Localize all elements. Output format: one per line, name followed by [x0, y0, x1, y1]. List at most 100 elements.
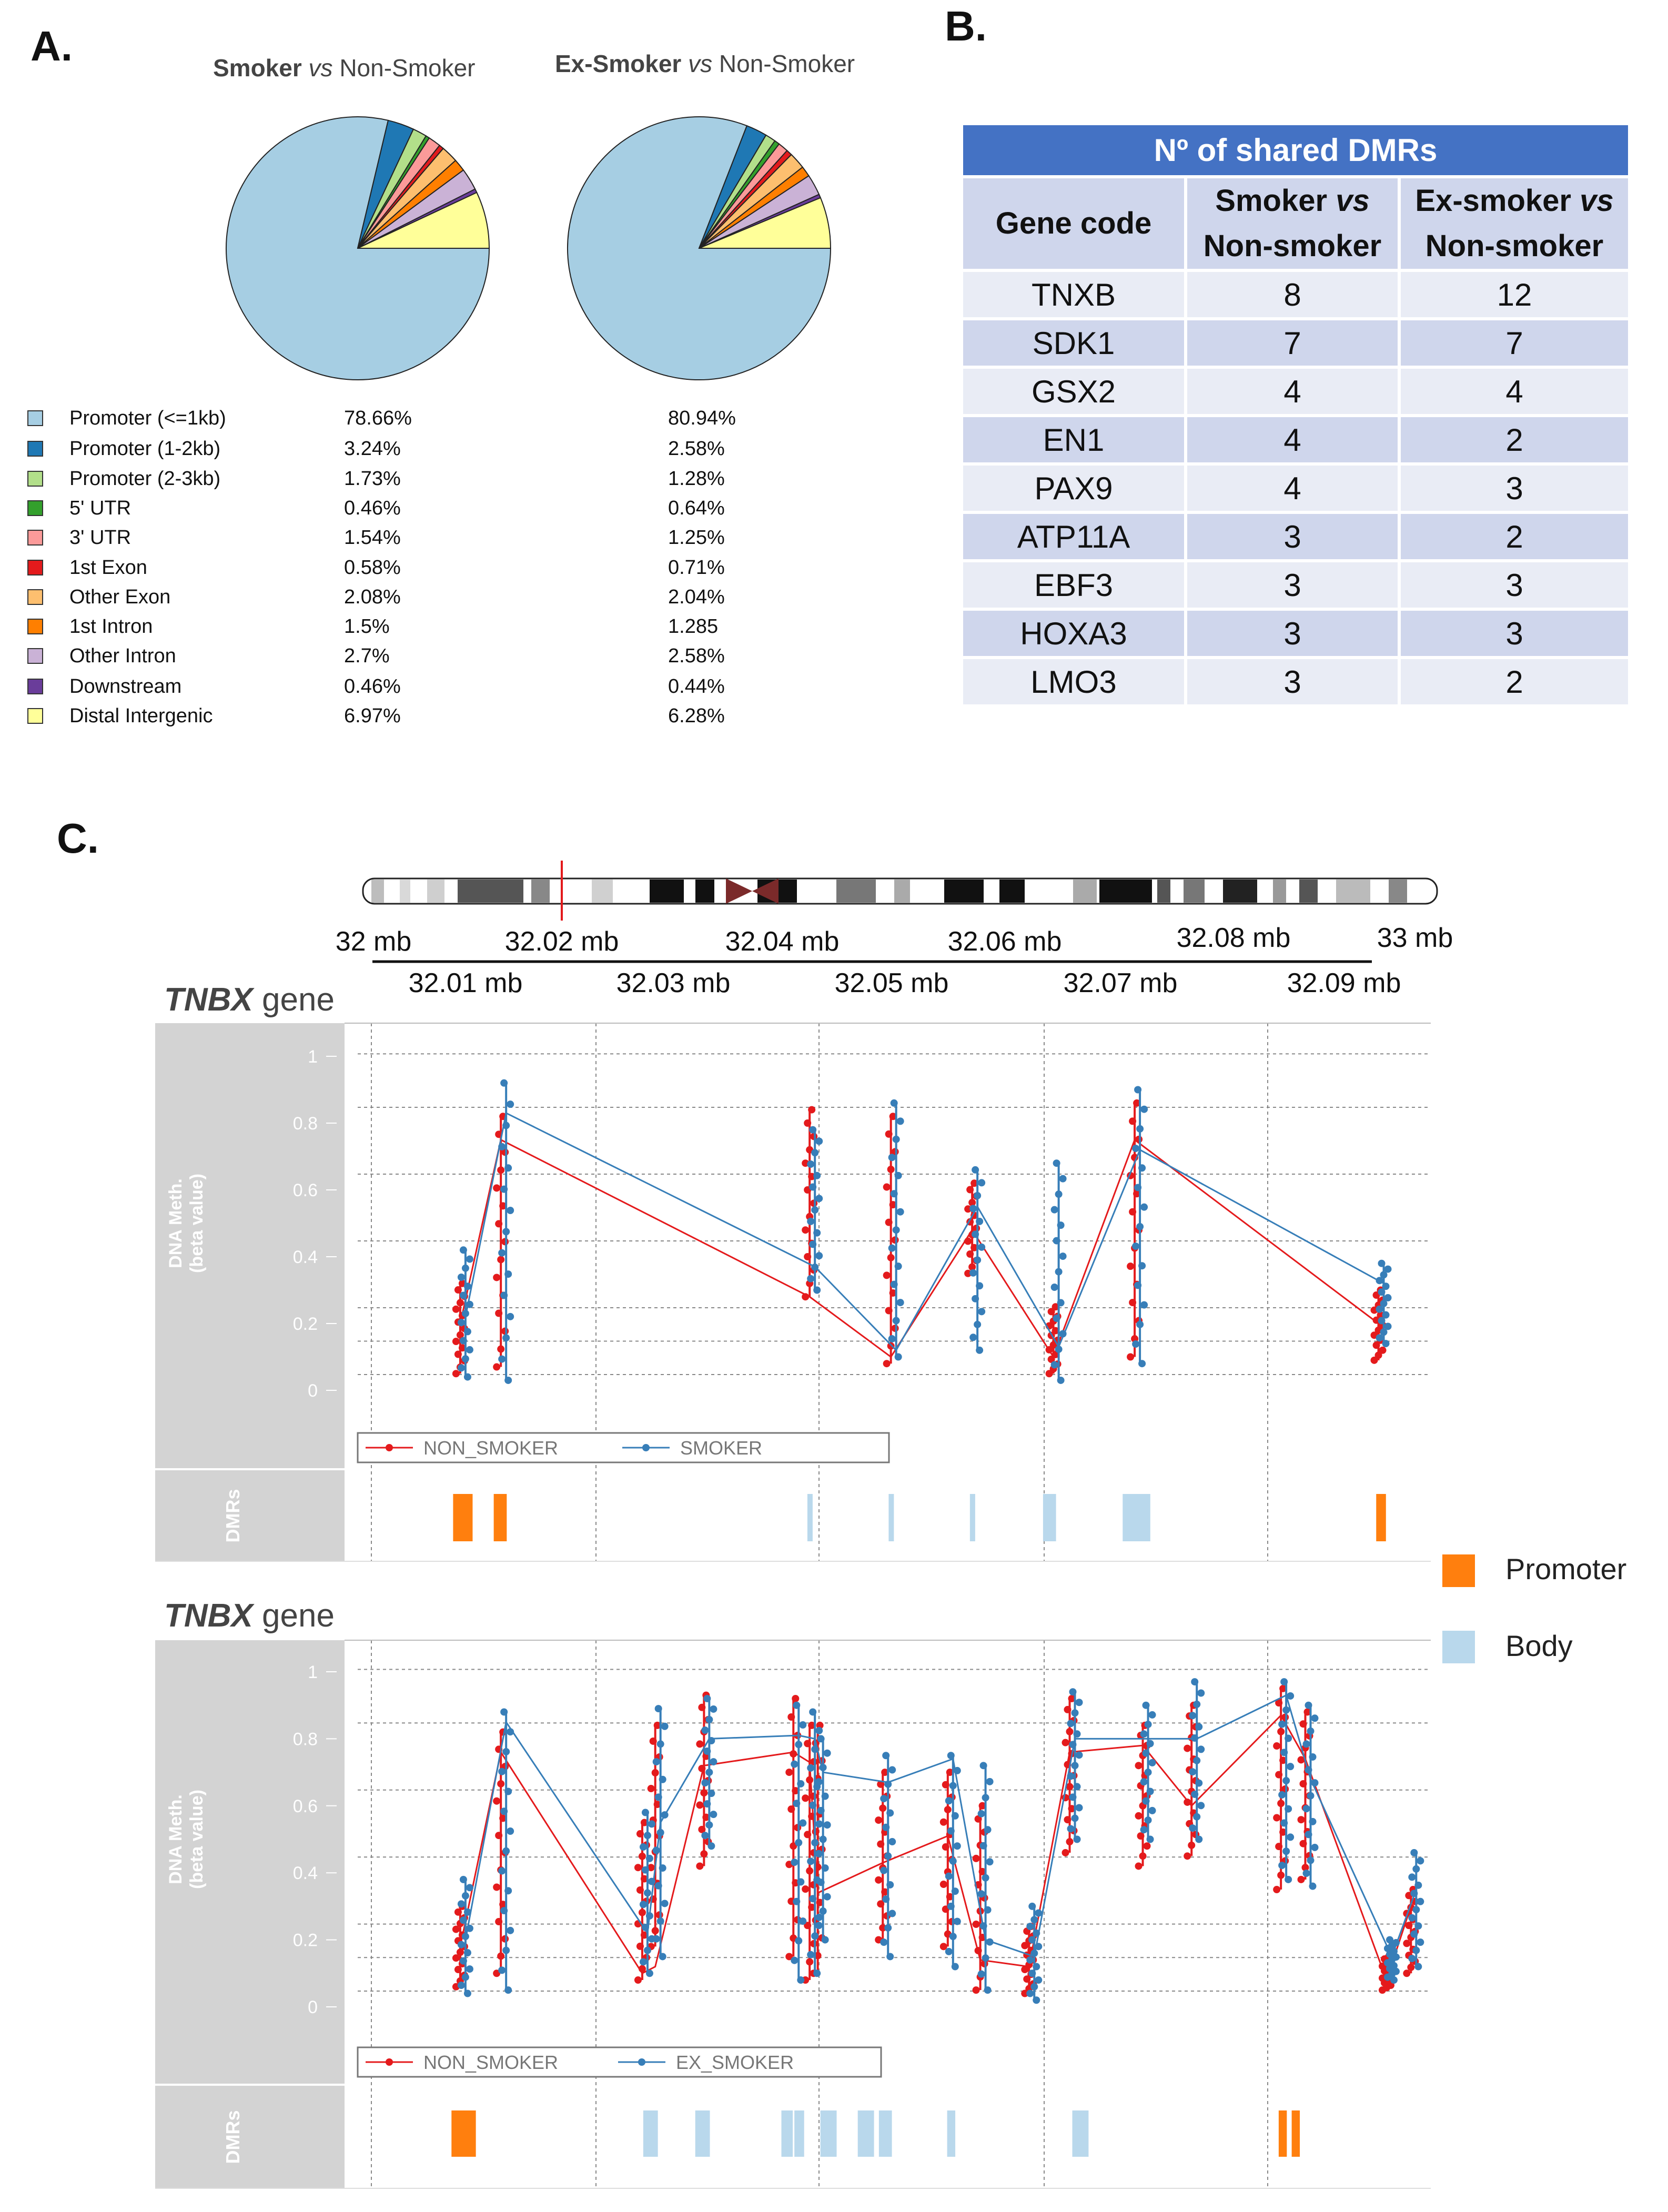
legend-smoker-value: 1.54% [344, 527, 401, 549]
data-point [702, 1813, 710, 1821]
data-point [1280, 1749, 1288, 1756]
gene-name: TNBX [164, 982, 255, 1018]
data-point [1197, 1689, 1205, 1697]
data-point [654, 1705, 662, 1713]
data-point [815, 1726, 823, 1734]
data-point [1050, 1361, 1058, 1369]
data-point [793, 1701, 801, 1709]
legend-ex-smoker-value: 2.58% [668, 645, 725, 667]
chromosome-band [695, 880, 714, 903]
data-point [1028, 1969, 1036, 1977]
series-legend-label: NON_SMOKER [423, 1437, 558, 1459]
data-point [502, 1946, 510, 1954]
mb-label-bottom: 32.07 mb [1064, 968, 1178, 998]
cell-ex-smoker: 2 [1398, 659, 1628, 704]
data-point [875, 1876, 883, 1884]
data-point [945, 1947, 953, 1955]
data-point [1132, 1340, 1140, 1348]
data-point [949, 1933, 957, 1941]
data-point [1073, 1835, 1081, 1843]
col-header-vs: vs [1336, 184, 1370, 218]
data-point [452, 1338, 460, 1346]
data-point [1278, 1720, 1286, 1728]
legend-smoker-value: 1.5% [344, 615, 390, 638]
data-point [493, 1274, 501, 1281]
data-point [457, 1941, 465, 1948]
data-point [889, 1113, 897, 1120]
data-point [947, 1752, 955, 1760]
data-point [1390, 1976, 1398, 1984]
data-point [1134, 1281, 1142, 1289]
legend-smoker-value: 6.97% [344, 705, 401, 727]
data-point [971, 1211, 978, 1219]
data-point [882, 1823, 890, 1831]
data-point [1059, 1253, 1067, 1260]
data-point [1299, 1720, 1307, 1728]
data-point [811, 1206, 819, 1214]
data-point [978, 1802, 986, 1810]
data-point [806, 1958, 814, 1966]
data-point [457, 1274, 465, 1281]
legend-swatch [27, 441, 43, 457]
data-point [703, 1694, 711, 1702]
legend-marker [638, 2058, 645, 2066]
data-point [636, 1886, 644, 1894]
legend-smoker-value: 0.46% [344, 497, 401, 519]
data-point [890, 1280, 898, 1288]
table-row: EN1 4 2 [963, 417, 1628, 462]
data-point [463, 1373, 471, 1381]
data-point [1067, 1772, 1075, 1780]
centromere [752, 878, 779, 904]
data-point [452, 1370, 460, 1378]
data-point [1134, 1086, 1142, 1094]
data-point [799, 1819, 807, 1827]
data-point [982, 1794, 989, 1802]
data-point [1146, 1835, 1154, 1843]
col-ex-header: Ex-smoker vs Non-smoker [1398, 178, 1628, 269]
data-point [703, 1800, 711, 1808]
dmr-body-bar [947, 2110, 956, 2157]
data-point [1139, 1852, 1147, 1860]
data-point [661, 1722, 669, 1730]
data-point [1417, 1897, 1424, 1905]
data-point [652, 1758, 660, 1766]
y-axis-label: DNA Meth. [166, 1178, 186, 1268]
data-point [795, 1937, 803, 1945]
data-point [1134, 1184, 1142, 1191]
data-point [888, 1910, 896, 1917]
data-point [946, 1893, 954, 1901]
pie-title-vs: vs [308, 54, 333, 82]
data-point [976, 1217, 984, 1225]
data-point [986, 1938, 994, 1946]
data-point [1136, 1125, 1144, 1133]
legend-swatch [27, 410, 43, 426]
legend-swatch [27, 471, 43, 487]
data-point [1033, 1929, 1040, 1937]
data-point [1068, 1805, 1076, 1813]
data-point [504, 1787, 512, 1795]
data-point [1047, 1356, 1055, 1363]
pie-title-smoker: Smoker vs Non-Smoker [213, 54, 476, 82]
axis-panel [155, 1640, 345, 2084]
data-point [466, 1255, 473, 1263]
dmr-axis-label: DMRs [222, 2110, 244, 2164]
data-point [892, 1135, 900, 1143]
cell-smoker: 4 [1184, 369, 1398, 414]
data-point [787, 1805, 795, 1813]
y-axis-label: DNA Meth. [166, 1794, 186, 1884]
data-point [636, 1942, 644, 1950]
data-point [1417, 1857, 1424, 1865]
data-point [1297, 1756, 1305, 1764]
legend-label: Other Exon [69, 586, 171, 608]
data-point [499, 1901, 507, 1908]
data-point [500, 1291, 508, 1299]
data-point [977, 1810, 985, 1817]
data-point [1045, 1370, 1053, 1378]
dmr-body-bar [1043, 1494, 1056, 1541]
data-point [457, 1319, 465, 1327]
data-point [1064, 1705, 1071, 1713]
data-point [880, 1866, 888, 1874]
data-point [946, 1769, 954, 1776]
data-point [939, 1818, 947, 1826]
data-point [1277, 1728, 1285, 1735]
